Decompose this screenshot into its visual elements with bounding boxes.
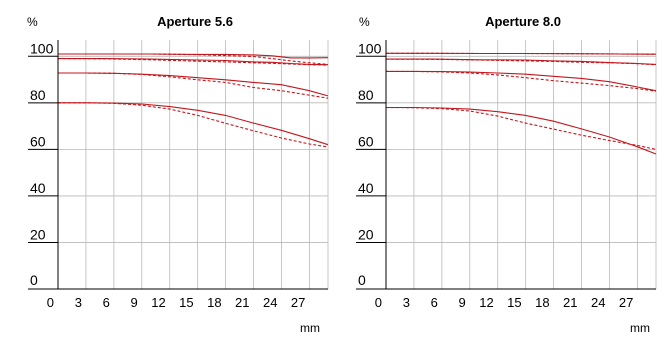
x-tick-label: 15 xyxy=(507,295,521,310)
mtf-curve-solid xyxy=(58,72,329,97)
x-tick-label: 27 xyxy=(291,295,305,310)
mtf-chart-aperture-5-6: Aperture 5.6 % mm 0 3 6 9 12 15 18 21 24 27 0 20 40 6… xyxy=(0,0,330,340)
mtf-curve-dashed xyxy=(386,52,657,55)
mtf-curve-solid xyxy=(386,106,657,155)
x-tick-label: 0 xyxy=(375,295,382,310)
mtf-curve-dashed xyxy=(58,72,329,99)
y-tick-label: 60 xyxy=(358,133,374,149)
mtf-chart-aperture-8-0: Aperture 8.0 % mm 0 3 6 9 12 15 18 21 24 27 0 20 40 6… xyxy=(328,0,658,340)
mtf-curve-dashed xyxy=(385,106,657,150)
y-axis-unit-label: % xyxy=(359,15,370,29)
y-tick-label: 40 xyxy=(30,180,46,196)
x-tick-label: 18 xyxy=(535,295,549,310)
curves-layer xyxy=(57,53,329,148)
curves-layer xyxy=(385,52,657,155)
chart-title: Aperture 8.0 xyxy=(485,14,561,29)
y-tick-label: 80 xyxy=(358,87,374,103)
mtf-curve-dashed xyxy=(386,70,657,92)
mtf-curve-solid xyxy=(58,102,329,146)
x-tick-label: 9 xyxy=(131,295,138,310)
x-tick-label: 24 xyxy=(591,295,605,310)
mtf-curve-solid xyxy=(58,53,329,59)
grid-layer xyxy=(58,40,329,289)
ticks-layer: 0 3 6 9 12 15 18 21 24 27 0 20 40 60 80 100 xyxy=(28,40,328,310)
x-tick-label: 3 xyxy=(403,295,410,310)
chart-svg: Aperture 8.0 % mm 0 3 6 9 12 15 18 21 24 27 0 20 40 6… xyxy=(356,14,657,335)
mtf-curve-dashed xyxy=(58,102,329,148)
x-tick-label: 21 xyxy=(563,295,577,310)
x-tick-label: 24 xyxy=(263,295,277,310)
x-tick-label: 3 xyxy=(75,295,82,310)
grid-layer xyxy=(386,40,657,289)
mtf-curve-solid xyxy=(386,58,657,65)
x-axis-unit-label: mm xyxy=(630,321,650,335)
y-tick-label: 40 xyxy=(358,180,374,196)
x-axis-unit-label: mm xyxy=(300,321,320,335)
y-tick-label: 60 xyxy=(30,133,46,149)
y-tick-label: 20 xyxy=(358,226,374,242)
y-tick-label: 80 xyxy=(30,87,46,103)
y-axis-unit-label: % xyxy=(27,15,38,29)
mtf-curve-dashed xyxy=(385,58,657,66)
x-tick-label: 12 xyxy=(479,295,493,310)
chart-title: Aperture 5.6 xyxy=(157,14,233,29)
x-tick-label: 9 xyxy=(459,295,466,310)
mtf-curve-dashed xyxy=(58,53,329,65)
x-tick-label: 21 xyxy=(235,295,249,310)
x-tick-label: 27 xyxy=(619,295,633,310)
ticks-layer: 0 3 6 9 12 15 18 21 24 27 0 20 40 60 80 100 xyxy=(356,40,656,310)
x-tick-label: 6 xyxy=(431,295,438,310)
y-tick-label: 100 xyxy=(30,40,54,56)
mtf-curve-solid xyxy=(58,58,329,66)
y-tick-label: 20 xyxy=(30,226,46,242)
x-tick-label: 18 xyxy=(207,295,221,310)
chart-svg: Aperture 5.6 % mm 0 3 6 9 12 15 18 21 24 27 0 20 40 6… xyxy=(27,14,329,335)
x-tick-label: 0 xyxy=(47,295,54,310)
x-tick-label: 6 xyxy=(103,295,110,310)
mtf-curve-solid xyxy=(386,70,657,92)
y-tick-label: 100 xyxy=(358,40,382,56)
y-tick-label: 0 xyxy=(358,272,366,288)
y-tick-label: 0 xyxy=(30,272,38,288)
x-tick-label: 15 xyxy=(179,295,193,310)
mtf-curve-dashed xyxy=(57,58,329,66)
x-tick-label: 12 xyxy=(151,295,165,310)
